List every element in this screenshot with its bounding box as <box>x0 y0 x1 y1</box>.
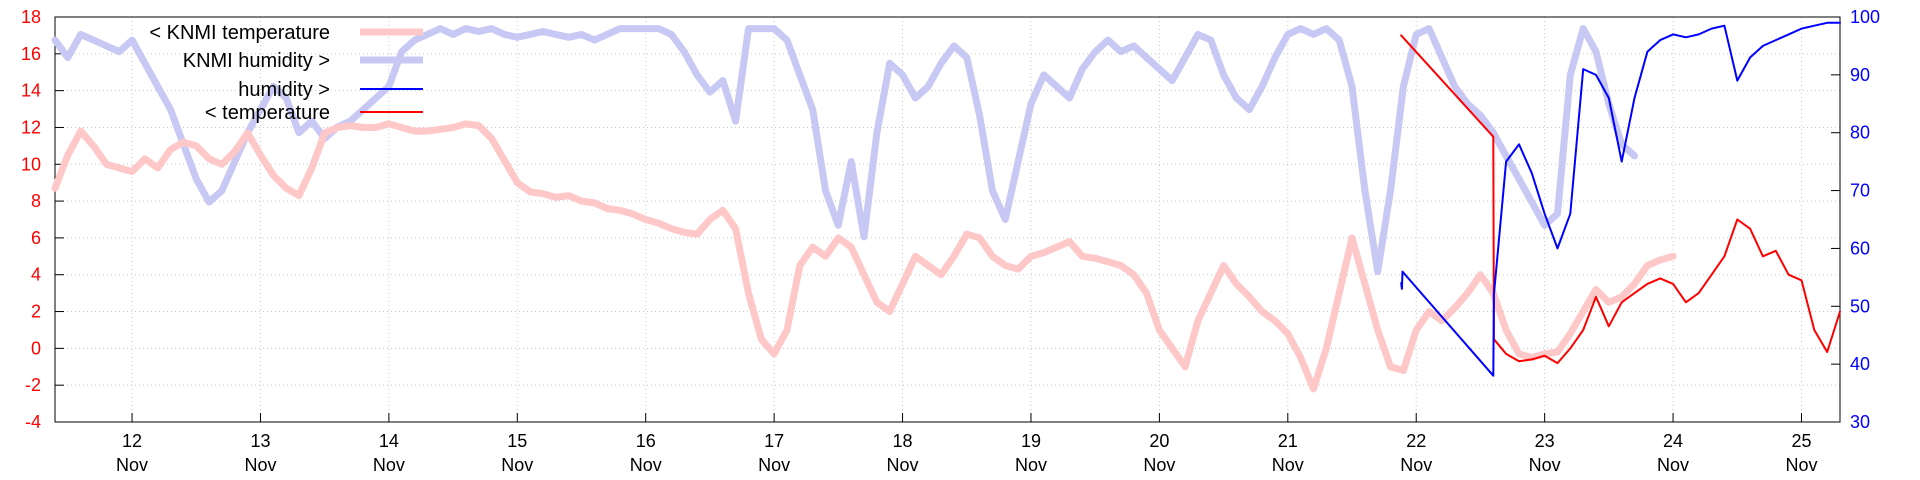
x-tick-label-month: Nov <box>373 455 405 475</box>
legend-label: KNMI humidity > <box>183 50 330 72</box>
x-tick-label-day: 22 <box>1406 431 1426 451</box>
x-tick-label-day: 23 <box>1535 431 1555 451</box>
x-tick-label-day: 12 <box>122 431 142 451</box>
x-tick-label-month: Nov <box>1272 455 1304 475</box>
x-tick-label-day: 24 <box>1663 431 1683 451</box>
x-tick-label-day: 14 <box>379 431 399 451</box>
series-line-humidity <box>1400 21 1841 377</box>
series-line-knmi-temperature <box>51 120 1677 393</box>
x-tick-label-month: Nov <box>887 455 919 475</box>
x-tick-label-day: 19 <box>1021 431 1041 451</box>
y-left-tick-label: 14 <box>21 81 41 101</box>
x-tick-label-day: 18 <box>893 431 913 451</box>
x-tick-label-month: Nov <box>1785 455 1817 475</box>
series-line-knmi-humidity <box>51 25 1638 276</box>
x-tick-label-day: 16 <box>636 431 656 451</box>
y-right-tick-label: 90 <box>1850 65 1870 85</box>
y-left-tick-label: 4 <box>31 265 41 285</box>
x-tick-label-month: Nov <box>1657 455 1689 475</box>
legend-label: < KNMI temperature <box>149 22 330 44</box>
y-left-tick-label: 2 <box>31 302 41 322</box>
y-left-tick-label: 18 <box>21 7 41 27</box>
series-line-temperature <box>1400 34 1841 365</box>
y-left-tick-label: 16 <box>21 44 41 64</box>
y-right-tick-label: 30 <box>1850 412 1870 432</box>
y-right-tick-label: 40 <box>1850 354 1870 374</box>
y-left-tick-label: 12 <box>21 117 41 137</box>
y-left-tick-label: -2 <box>25 375 41 395</box>
x-tick-label-day: 25 <box>1791 431 1811 451</box>
y-right-tick-label: 60 <box>1850 238 1870 258</box>
chart-series <box>51 21 1841 393</box>
x-tick-label-month: Nov <box>116 455 148 475</box>
x-tick-label-month: Nov <box>1015 455 1047 475</box>
x-tick-label-month: Nov <box>758 455 790 475</box>
x-tick-label-month: Nov <box>1400 455 1432 475</box>
x-tick-label-month: Nov <box>1143 455 1175 475</box>
x-tick-label-day: 20 <box>1149 431 1169 451</box>
y-right-tick-label: 100 <box>1850 7 1880 27</box>
legend-label: < temperature <box>205 102 330 124</box>
chart-axes: -4-20246810121416183040506070809010012No… <box>21 7 1880 475</box>
x-tick-label-month: Nov <box>501 455 533 475</box>
x-tick-label-day: 13 <box>250 431 270 451</box>
y-left-tick-label: 8 <box>31 191 41 211</box>
x-tick-label-month: Nov <box>630 455 662 475</box>
plot-frame <box>54 16 1841 423</box>
y-right-tick-label: 80 <box>1850 123 1870 143</box>
y-right-tick-label: 50 <box>1850 296 1870 316</box>
y-left-tick-label: -4 <box>25 412 41 432</box>
y-left-tick-label: 6 <box>31 228 41 248</box>
x-tick-label-day: 21 <box>1278 431 1298 451</box>
x-tick-label-month: Nov <box>244 455 276 475</box>
y-left-tick-label: 0 <box>31 338 41 358</box>
chart-legend: < KNMI temperature KNMI humidity > humidit… <box>149 22 423 124</box>
y-left-tick-label: 10 <box>21 154 41 174</box>
y-right-tick-label: 70 <box>1850 181 1870 201</box>
x-tick-label-day: 17 <box>764 431 784 451</box>
x-tick-label-day: 15 <box>507 431 527 451</box>
x-tick-label-month: Nov <box>1529 455 1561 475</box>
legend-label: humidity > <box>238 79 330 101</box>
